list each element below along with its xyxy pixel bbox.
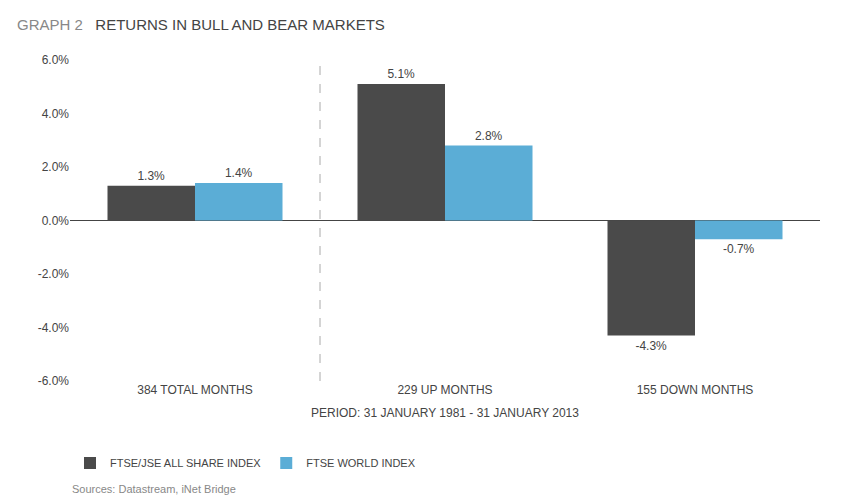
svg-text:6.0%: 6.0% [42, 53, 70, 67]
svg-text:2.0%: 2.0% [42, 160, 70, 174]
svg-text:-4.3%: -4.3% [635, 339, 667, 353]
svg-text:155 DOWN MONTHS: 155 DOWN MONTHS [637, 383, 754, 397]
svg-text:FTSE/JSE ALL SHARE INDEX: FTSE/JSE ALL SHARE INDEX [110, 457, 261, 469]
svg-text:0.0%: 0.0% [42, 214, 70, 228]
svg-text:-4.0%: -4.0% [38, 321, 70, 335]
svg-text:1.3%: 1.3% [137, 169, 165, 183]
svg-text:Sources: Datastream, iNet Brid: Sources: Datastream, iNet Bridge [72, 483, 236, 495]
svg-text:FTSE WORLD INDEX: FTSE WORLD INDEX [306, 457, 415, 469]
svg-text:229 UP MONTHS: 229 UP MONTHS [397, 383, 492, 397]
svg-text:384 TOTAL MONTHS: 384 TOTAL MONTHS [137, 383, 253, 397]
svg-text:5.1%: 5.1% [387, 67, 415, 81]
svg-text:1.4%: 1.4% [225, 166, 253, 180]
svg-text:-0.7%: -0.7% [723, 242, 755, 256]
svg-text:4.0%: 4.0% [42, 107, 70, 121]
svg-text:2.8%: 2.8% [475, 129, 503, 143]
svg-text:-6.0%: -6.0% [38, 374, 70, 388]
svg-text:-2.0%: -2.0% [38, 267, 70, 281]
svg-text:PERIOD: 31 JANUARY 1981 - 31 J: PERIOD: 31 JANUARY 1981 - 31 JANUARY 201… [311, 406, 579, 420]
svg-text:GRAPH 2 RETURNS IN BULL AND: GRAPH 2 RETURNS IN BULL AND BEAR MARKETS [17, 16, 385, 33]
